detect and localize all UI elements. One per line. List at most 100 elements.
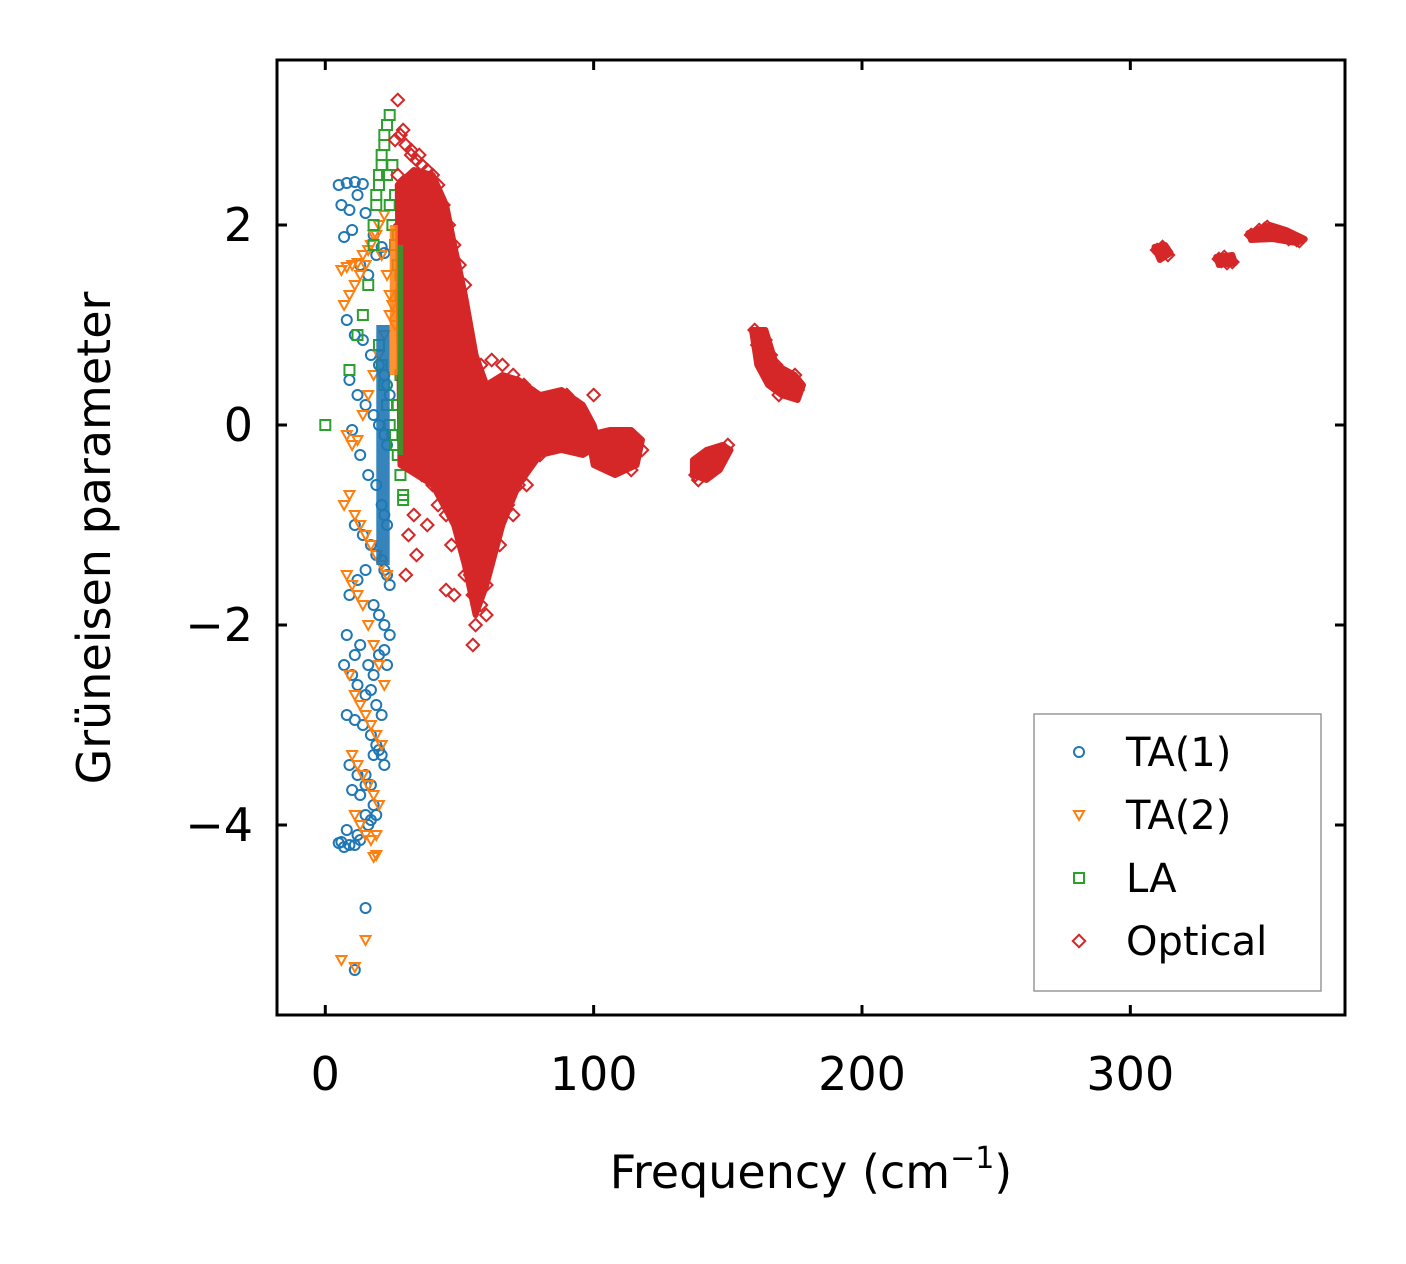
ta-1-point — [340, 629, 353, 641]
ta-2-point — [350, 590, 365, 603]
legend-label: TA(2) — [1125, 793, 1231, 839]
x-axis: 0 100 200 300 — [311, 60, 1174, 1101]
la-point — [394, 469, 407, 481]
la-point — [370, 189, 383, 201]
legend-label: TA(1) — [1125, 730, 1231, 776]
optical-point — [390, 92, 406, 108]
la-point — [367, 219, 380, 231]
optical-point — [465, 637, 481, 653]
ta-1-point — [354, 449, 367, 461]
ta-2-point — [372, 800, 386, 813]
x-tick-label: 100 — [550, 1047, 638, 1101]
la-point — [351, 329, 364, 341]
ta-2-point — [350, 760, 365, 773]
ta-2-point — [353, 700, 367, 713]
optical-point — [406, 507, 422, 523]
ta-2-point — [369, 730, 383, 743]
ta-1-point — [375, 709, 388, 721]
ta-1-point — [354, 639, 367, 651]
optical-point — [411, 147, 427, 163]
ta-2-point — [345, 440, 359, 453]
ta-1-point — [343, 204, 356, 216]
optical-point — [398, 567, 414, 583]
ta-2-point — [334, 955, 349, 968]
ta-1-point — [343, 839, 356, 851]
ta-2-point — [348, 280, 362, 293]
ta-2-point — [348, 690, 362, 703]
ta-1-point — [348, 964, 361, 976]
ta-2-point — [377, 680, 392, 693]
la-point — [367, 239, 380, 251]
la-point — [343, 364, 356, 376]
ta-1-point — [340, 824, 353, 836]
ta-2-point — [366, 640, 381, 653]
ta-2-point — [350, 258, 365, 271]
ta-2-point — [356, 770, 370, 783]
legend-marker-2 — [1072, 810, 1086, 823]
ta-2-point — [366, 852, 381, 865]
ta-1-point — [332, 179, 345, 191]
ta-2-point — [340, 430, 354, 443]
ta-1-point — [346, 224, 359, 236]
ta-2-point — [345, 750, 359, 763]
ta-2-point — [374, 250, 389, 263]
ta-1-point — [338, 659, 351, 671]
ta-2-point — [342, 490, 357, 503]
ta-2-point — [353, 270, 367, 283]
ta-2-point — [358, 710, 373, 723]
optical-point — [443, 537, 460, 553]
ta-2-point — [356, 600, 370, 613]
ta-1-point — [359, 902, 372, 914]
ta-1-point — [364, 684, 377, 696]
optical-point — [484, 352, 500, 368]
la-point — [378, 139, 391, 151]
la-point — [381, 119, 394, 131]
ta-2-point — [377, 210, 392, 223]
ta-2-point — [364, 540, 378, 553]
ta-2-point — [342, 290, 357, 303]
ta-2-point — [356, 410, 370, 423]
x-tick-label: 300 — [1086, 1047, 1174, 1101]
optical-point — [438, 582, 454, 598]
ta-1-point — [338, 231, 351, 243]
ta-2-point — [366, 370, 381, 383]
ta-2-point — [358, 530, 373, 543]
optical-point — [395, 122, 411, 138]
ta-1-point — [383, 629, 396, 641]
ta-2-point — [348, 510, 362, 523]
ta-1-point — [372, 609, 385, 621]
ta-2-point — [348, 962, 362, 975]
ta-1-point — [348, 649, 361, 661]
la-point — [319, 419, 332, 431]
density-fills — [376, 167, 1308, 618]
optical-point — [400, 527, 417, 543]
ta2-density-region — [389, 225, 398, 375]
la-point — [383, 109, 396, 121]
ta-1-point — [378, 247, 391, 259]
optical-point — [446, 587, 462, 603]
optical-density-region — [394, 167, 603, 618]
optical-point — [494, 357, 511, 373]
ta-2-point — [350, 435, 365, 448]
ta1-density-region — [376, 325, 390, 565]
x-tick-label: 200 — [818, 1047, 906, 1101]
ta-1-point — [351, 679, 364, 691]
ta-1-point — [362, 659, 375, 671]
optical-point — [585, 387, 602, 403]
optical-density-region — [585, 427, 645, 478]
ta-2-point — [361, 780, 375, 793]
ta-2-point — [340, 570, 354, 583]
y-tick-label: 0 — [224, 398, 253, 452]
ta-1-point — [383, 579, 396, 591]
legend-marker-4 — [1071, 933, 1087, 949]
ta-1-point — [378, 644, 391, 656]
y-axis-label: Grüneisen parameter — [67, 291, 121, 784]
optical-density-region — [1213, 252, 1238, 268]
ta-2-point — [361, 620, 375, 633]
ta-2-point — [353, 820, 367, 833]
la-density-region — [397, 245, 404, 455]
la-point — [362, 279, 375, 291]
ta-1-point — [359, 207, 372, 219]
ta-2-point — [374, 740, 389, 753]
ta-1-point — [359, 564, 372, 576]
